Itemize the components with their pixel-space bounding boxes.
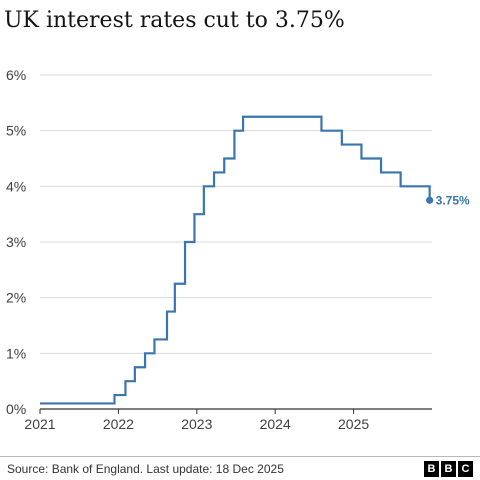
footer-divider <box>0 456 480 457</box>
end-value-label: 3.75% <box>436 193 470 207</box>
logo-letter: B <box>424 461 439 477</box>
bbc-logo: B B C <box>424 461 473 477</box>
y-tick-label: 5% <box>6 123 26 139</box>
x-tick-label: 2021 <box>24 416 55 432</box>
x-tick-label: 2025 <box>338 416 369 432</box>
y-tick-label: 6% <box>6 67 26 83</box>
end-point-marker <box>426 196 434 204</box>
x-tick-label: 2023 <box>181 416 212 432</box>
y-tick-label: 3% <box>6 234 26 250</box>
y-tick-label: 1% <box>6 345 26 361</box>
y-tick-label: 4% <box>6 178 26 194</box>
rate-step-line <box>40 115 431 405</box>
chart-title: UK interest rates cut to 3.75% <box>4 8 345 33</box>
y-tick-label: 2% <box>6 290 26 306</box>
source-note: Source: Bank of England. Last update: 18… <box>7 462 284 476</box>
chart-plot: 0% 1% 2% 3% 4% 5% 6% 2021 2022 2023 2024 2025 3.75% <box>6 67 470 432</box>
logo-letter: C <box>458 461 473 477</box>
y-tick-label: 0% <box>6 401 26 417</box>
logo-letter: B <box>441 461 456 477</box>
x-tick-label: 2024 <box>260 416 291 432</box>
x-tick-label: 2022 <box>103 416 134 432</box>
